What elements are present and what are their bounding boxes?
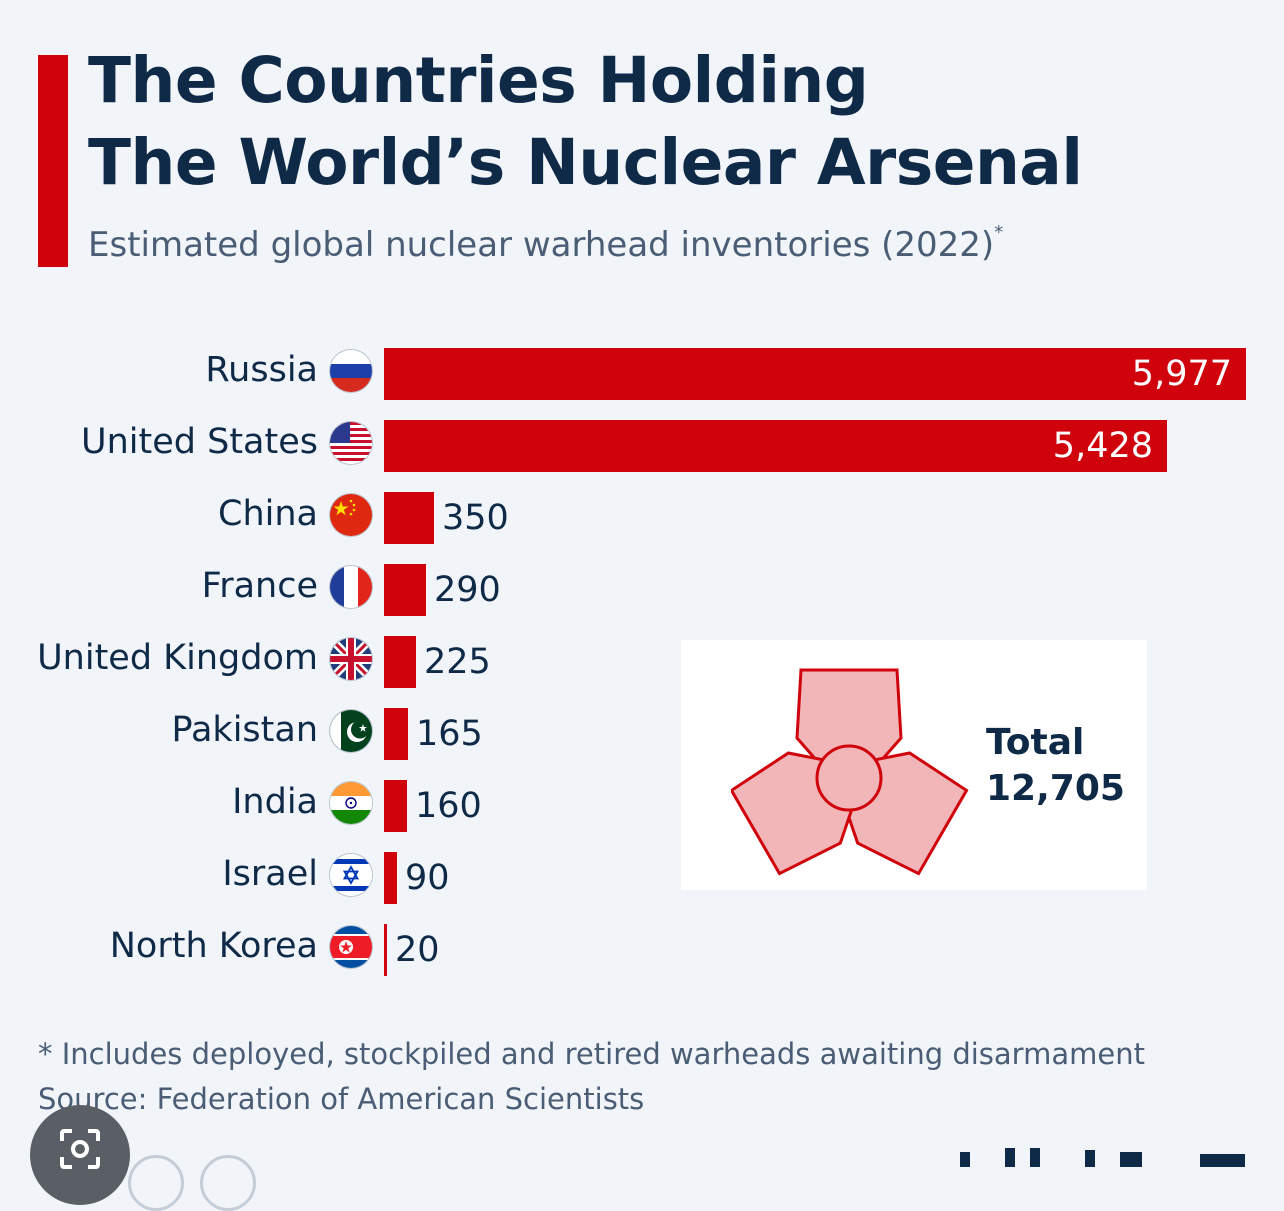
footnote: * Includes deployed, stockpiled and reti… (38, 1037, 1145, 1071)
israel-flag-icon (330, 854, 372, 896)
chart-row: Israel 90 (0, 838, 1284, 910)
india-flag-icon (330, 782, 372, 824)
chart-row: Russia 5,977 (0, 334, 1284, 406)
bar (384, 420, 1167, 472)
bar (384, 780, 407, 832)
total-box: Total 12,705 (681, 640, 1147, 890)
chart-title: The Countries Holding The World’s Nuclea… (88, 40, 1083, 204)
lens-icon (60, 1129, 100, 1169)
bar (384, 492, 434, 544)
data-label: 5,428 (1052, 426, 1153, 466)
chart-subtitle: Estimated global nuclear warhead invento… (88, 221, 1004, 265)
bar (384, 636, 416, 688)
data-label: 160 (415, 786, 482, 826)
data-label: 290 (434, 570, 501, 610)
chart-row: Pakistan 165 (0, 694, 1284, 766)
chart-row: United States 5,428 (0, 406, 1284, 478)
chart-row: United Kingdom 225 (0, 622, 1284, 694)
data-label: 350 (442, 498, 509, 538)
title-line-1: The Countries Holding (88, 44, 869, 117)
category-label: United States (80, 422, 318, 462)
bar (384, 852, 397, 904)
uk-flag-icon (330, 638, 372, 680)
data-label: 90 (405, 858, 450, 898)
bar (384, 348, 1246, 400)
russia-flag-icon (330, 350, 372, 392)
france-flag-icon (330, 566, 372, 608)
bar-chart: Russia 5,977 United States 5,428 China 350 Fra… (0, 330, 1284, 990)
category-label: France (201, 566, 318, 606)
category-label: Russia (205, 350, 318, 390)
subtitle-footnote-marker: * (994, 221, 1004, 243)
category-label: United Kingdom (37, 638, 318, 678)
total-value: 12,705 (986, 768, 1125, 809)
data-label: 165 (416, 714, 483, 754)
more-icon[interactable] (200, 1155, 256, 1211)
lens-search-button[interactable] (30, 1105, 130, 1205)
china-flag-icon (330, 494, 372, 536)
chart-row: France 290 (0, 550, 1284, 622)
category-label: India (232, 782, 318, 822)
category-label: Pakistan (171, 710, 318, 750)
bar (384, 564, 426, 616)
share-icon[interactable] (128, 1155, 184, 1211)
north-korea-flag-icon (330, 926, 372, 968)
statista-logo (960, 1148, 1245, 1167)
bar (384, 924, 387, 976)
chart-row: North Korea 20 (0, 910, 1284, 982)
pakistan-flag-icon (330, 710, 372, 752)
title-accent-bar (38, 55, 68, 267)
category-label: Israel (222, 854, 318, 894)
category-label: China (218, 494, 318, 534)
chart-row: India 160 (0, 766, 1284, 838)
chart-row: China 350 (0, 478, 1284, 550)
data-label: 5,977 (1131, 354, 1232, 394)
data-label: 20 (395, 930, 440, 970)
title-line-2: The World’s Nuclear Arsenal (88, 126, 1083, 199)
radiation-icon (731, 668, 969, 876)
data-label: 225 (424, 642, 491, 682)
category-label: North Korea (109, 926, 318, 966)
usa-flag-icon (330, 422, 372, 464)
source-note: Source: Federation of American Scientist… (38, 1082, 645, 1116)
total-label: Total (986, 722, 1085, 763)
subtitle-text: Estimated global nuclear warhead invento… (88, 225, 995, 265)
bar (384, 708, 408, 760)
